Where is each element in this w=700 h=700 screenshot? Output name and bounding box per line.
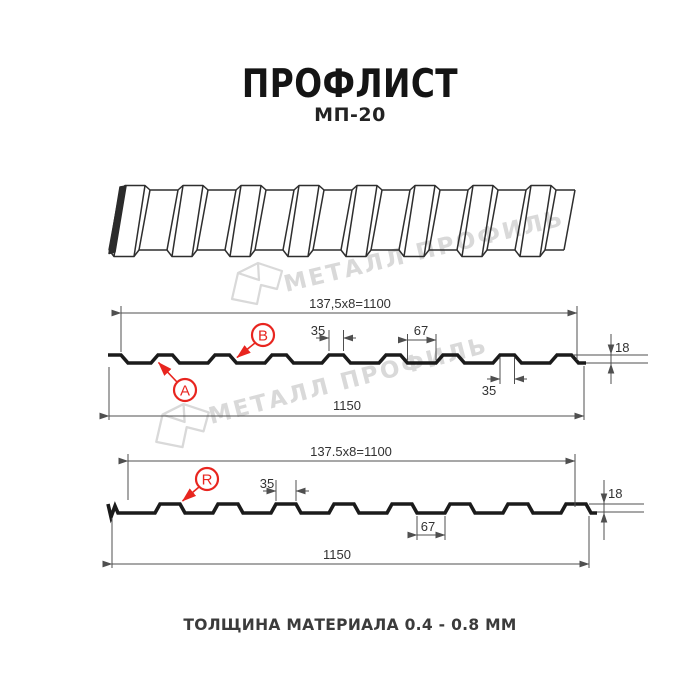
dim-rib-top-right: 35 — [482, 383, 496, 398]
label-a-circle — [172, 377, 198, 403]
label-b: B — [258, 327, 268, 344]
profile-bottom-dimension-lines — [102, 454, 644, 568]
profile-top-dimension-texts: 137,5x8=1100 35 67 35 18 1150 — [309, 296, 629, 413]
label-r-circle — [194, 466, 220, 492]
dim-rib-bottom: 35 — [260, 476, 274, 491]
profile-bottom-section: 137.5x8=1100 35 67 18 1150 R — [102, 444, 644, 568]
dim-overall-top: 1150 — [333, 398, 361, 413]
sheet-3d-view — [108, 184, 576, 258]
dim-height-bottom: 18 — [608, 486, 622, 501]
sheet-cut-edge — [108, 185, 127, 255]
profile-model-subtitle: МП-20 — [314, 104, 386, 126]
profile-top-outline — [108, 353, 586, 365]
metall-profil-logo-icon — [155, 402, 210, 449]
watermark-top: МЕТАЛЛ ПРОФИЛЬ — [230, 205, 567, 306]
label-a: A — [180, 382, 190, 399]
profile-bottom-outline — [106, 501, 597, 524]
profile-top-view-labels: A B — [157, 322, 276, 403]
dim-coverage-top: 137,5x8=1100 — [309, 296, 391, 311]
profile-bottom-dimension-texts: 137.5x8=1100 35 67 18 1150 — [260, 444, 623, 562]
dim-overall-bottom: 1150 — [323, 547, 351, 562]
dim-coverage-bottom: 137.5x8=1100 — [310, 444, 392, 459]
profile-top-dimension-lines — [99, 306, 648, 420]
dim-height-top: 18 — [615, 340, 629, 355]
material-thickness-note: ТОЛЩИНА МАТЕРИАЛА 0.4 - 0.8 ММ — [183, 615, 517, 634]
watermark-middle: МЕТАЛЛ ПРОФИЛЬ — [155, 333, 491, 449]
profile-bottom-view-labels: R — [181, 466, 220, 502]
dim-rib-top: 35 — [311, 323, 325, 338]
metall-profil-logo-icon — [230, 261, 284, 306]
label-r: R — [202, 471, 213, 488]
dim-valley-bottom: 67 — [421, 519, 435, 534]
dim-valley-top: 67 — [414, 323, 428, 338]
page-title: ПРОФЛИСТ — [241, 62, 459, 107]
profile-top-section: 137,5x8=1100 35 67 35 18 1150 A B — [99, 296, 648, 420]
label-b-circle — [250, 322, 276, 348]
